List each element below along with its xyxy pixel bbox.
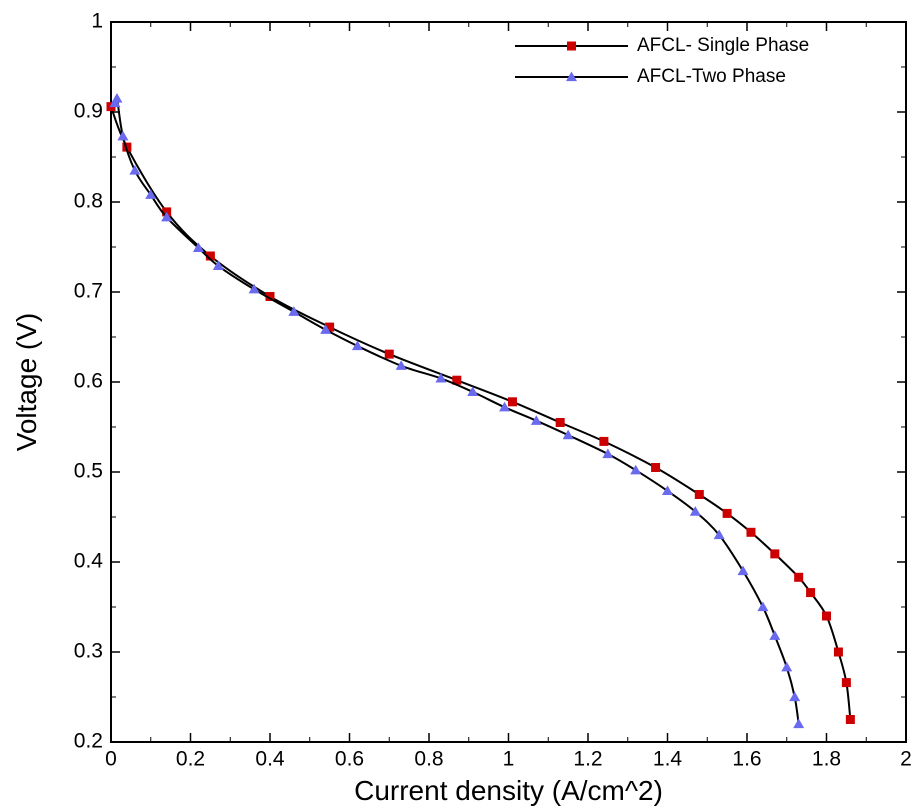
data-point	[737, 565, 749, 576]
data-point	[395, 360, 407, 370]
data-point	[452, 375, 462, 385]
data-point	[713, 529, 725, 540]
x-tick-label: 1.2	[573, 748, 602, 771]
data-point	[499, 401, 511, 412]
data-point	[794, 572, 804, 582]
data-point	[770, 549, 780, 559]
legend-label: AFCL- Single Phase	[637, 35, 809, 56]
series-two-phase	[109, 93, 805, 729]
legend-label: AFCL-Two Phase	[637, 66, 786, 87]
data-point	[602, 448, 614, 459]
data-point	[507, 397, 517, 407]
series-layer	[106, 93, 855, 729]
data-point	[205, 251, 215, 261]
data-point	[467, 386, 479, 397]
plot-frame	[110, 21, 907, 743]
axes: 0 0.2 0.4 0.6 0.8 1 1.2 1.4 1.6 1.8 20.20.30.40.50…	[74, 10, 912, 771]
legend: AFCL- Single Phase AFCL-Two Phase	[515, 35, 809, 87]
x-tick-label: 1.4	[653, 748, 683, 771]
data-point	[722, 508, 732, 518]
legend-marker	[567, 41, 576, 51]
x-tick-label: 0.6	[335, 748, 364, 771]
y-tick-label: 0.6	[74, 370, 103, 393]
y-axis-title: Voltage (V)	[11, 313, 42, 452]
data-point	[651, 463, 661, 472]
data-point	[325, 322, 335, 332]
data-point	[192, 242, 204, 253]
x-axis-title: Current density (A/cm^2)	[354, 775, 663, 806]
data-point	[694, 490, 704, 499]
data-point	[117, 130, 129, 141]
data-point	[351, 340, 363, 351]
data-point	[161, 211, 173, 222]
y-tick-label: 0.4	[74, 550, 104, 573]
data-point	[562, 429, 574, 440]
y-tick-label: 0.2	[74, 730, 103, 753]
series-single-phase	[106, 102, 855, 724]
x-tick-label: 0.8	[414, 748, 443, 771]
data-point	[845, 715, 855, 724]
data-point	[599, 436, 609, 446]
y-tick-label: 0.5	[74, 460, 103, 483]
data-point	[145, 189, 157, 199]
data-point	[833, 647, 843, 657]
x-tick-label: 1.6	[732, 748, 761, 771]
data-point	[841, 678, 851, 688]
y-tick-label: 1	[91, 10, 103, 33]
data-point	[822, 611, 831, 621]
data-point	[757, 601, 769, 612]
data-point	[793, 718, 805, 729]
y-tick-label: 0.8	[74, 190, 103, 213]
data-point	[746, 527, 756, 537]
y-tick-label: 0.3	[74, 640, 103, 663]
data-point	[662, 485, 673, 496]
data-point	[129, 165, 141, 175]
x-tick-label: 0	[105, 748, 117, 771]
data-point	[789, 691, 801, 702]
series-line	[110, 106, 852, 720]
data-point	[689, 506, 701, 516]
x-tick-label: 0.4	[255, 748, 285, 771]
data-point	[320, 324, 332, 334]
data-point	[781, 661, 793, 672]
data-point	[212, 260, 224, 271]
series-line	[113, 95, 800, 725]
data-point	[806, 588, 816, 598]
legend-entry: AFCL-Two Phase	[515, 66, 786, 87]
data-point	[288, 306, 300, 316]
x-tick-label: 0.2	[176, 748, 205, 771]
x-tick-label: 1.8	[812, 748, 841, 771]
data-point	[435, 372, 447, 383]
y-tick-label: 0.7	[74, 280, 103, 303]
data-point	[265, 292, 275, 301]
data-point	[555, 418, 565, 427]
legend-entry: AFCL- Single Phase	[515, 35, 809, 56]
data-point	[530, 415, 542, 425]
data-point	[630, 464, 642, 475]
data-point	[769, 630, 781, 640]
data-point	[111, 93, 123, 103]
y-tick-label: 0.9	[74, 100, 103, 123]
x-tick-label: 2	[900, 748, 912, 771]
legend-marker	[566, 71, 577, 82]
data-point	[248, 283, 260, 294]
x-tick-label: 1	[503, 748, 515, 771]
data-point	[384, 349, 394, 359]
